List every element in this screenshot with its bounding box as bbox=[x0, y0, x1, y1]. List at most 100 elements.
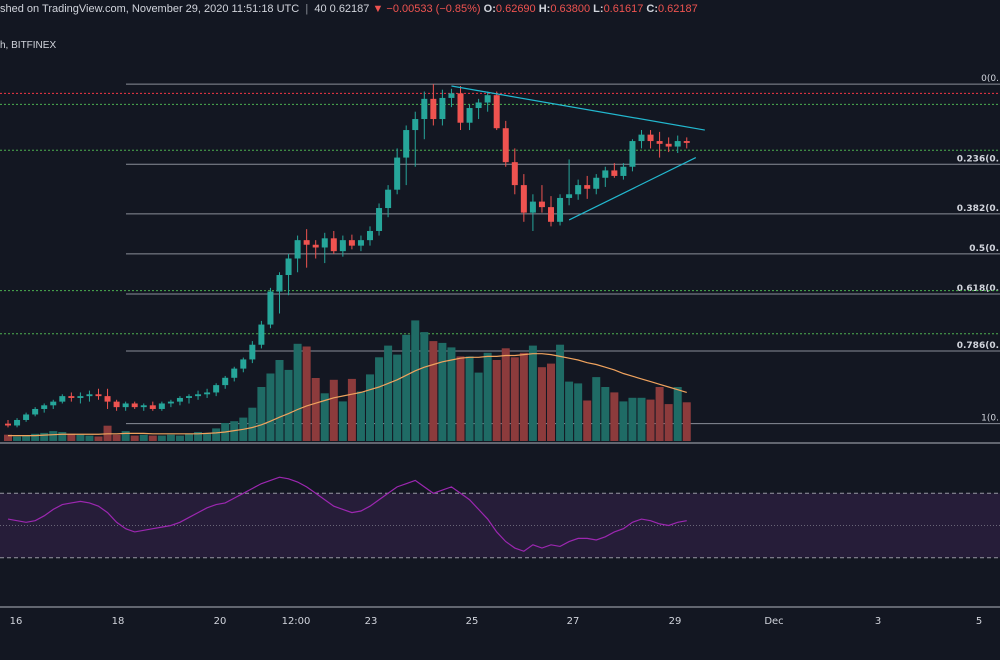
volume-bar bbox=[212, 428, 221, 441]
last-price: 0.62187 bbox=[329, 3, 370, 15]
volume-bar bbox=[528, 345, 537, 441]
volume-bar bbox=[664, 404, 673, 441]
candle bbox=[394, 157, 401, 190]
x-tick-label: 29 bbox=[669, 616, 682, 627]
candle bbox=[457, 93, 464, 123]
volume-bar bbox=[31, 433, 40, 441]
candle bbox=[186, 396, 192, 398]
volume-bar bbox=[302, 346, 311, 441]
candle bbox=[276, 275, 283, 292]
volume-bar bbox=[375, 357, 384, 441]
volume-bar bbox=[483, 352, 492, 441]
candle bbox=[511, 162, 518, 186]
candle bbox=[222, 377, 229, 386]
volume-bar bbox=[284, 369, 293, 441]
fib-label-0.618: 0.618(0. bbox=[957, 284, 999, 294]
volume-bar bbox=[628, 397, 637, 441]
candle bbox=[557, 197, 564, 222]
candle bbox=[140, 405, 147, 408]
candle bbox=[430, 98, 437, 120]
candle bbox=[638, 134, 645, 142]
candle bbox=[231, 368, 238, 378]
candle bbox=[167, 401, 174, 404]
candle bbox=[50, 401, 57, 406]
candle bbox=[14, 419, 21, 426]
volume-bar bbox=[356, 391, 365, 441]
candle bbox=[602, 170, 609, 178]
volume-bar bbox=[366, 374, 374, 441]
volume-bar bbox=[58, 432, 67, 441]
rsi-line bbox=[7, 476, 687, 552]
volume-bar bbox=[121, 431, 130, 441]
volume-bar bbox=[185, 433, 193, 441]
candle bbox=[86, 394, 93, 397]
candle bbox=[285, 258, 292, 276]
high-label: H: bbox=[538, 3, 551, 15]
candle bbox=[403, 130, 410, 158]
candle bbox=[412, 119, 419, 131]
candle bbox=[213, 385, 220, 393]
open-prefix: 40 bbox=[314, 3, 327, 15]
x-tick-label: 5 bbox=[976, 616, 982, 627]
candle bbox=[502, 128, 509, 163]
volume-bar bbox=[49, 431, 58, 441]
candle bbox=[584, 185, 591, 189]
x-tick-label: Dec bbox=[764, 616, 783, 627]
volume-bar bbox=[474, 372, 483, 441]
volume-bar bbox=[166, 434, 175, 441]
volume-bar bbox=[556, 344, 565, 441]
candle bbox=[122, 403, 129, 408]
chart-header: shed on TradingView.com, November 29, 20… bbox=[0, 3, 698, 15]
volume-bar bbox=[411, 320, 420, 441]
candle bbox=[367, 230, 373, 241]
candle bbox=[484, 95, 491, 103]
volume-bar bbox=[275, 360, 284, 441]
candle bbox=[357, 240, 364, 246]
low-label: L: bbox=[593, 3, 604, 15]
volume-bar bbox=[673, 387, 682, 441]
candle bbox=[620, 166, 627, 176]
candle bbox=[683, 141, 690, 143]
x-tick-label: 25 bbox=[466, 616, 479, 627]
close-label: C: bbox=[646, 3, 658, 15]
volume-bar bbox=[257, 387, 266, 441]
volume-bar bbox=[447, 347, 456, 441]
volume-bar bbox=[320, 393, 329, 441]
volume-bar bbox=[67, 433, 76, 441]
fib-label-0.5: 0.5(0. bbox=[969, 244, 999, 254]
candle bbox=[32, 408, 39, 415]
candle bbox=[656, 141, 663, 144]
fib-label-0.382: 0.382(0. bbox=[957, 204, 999, 214]
low-value: 0.61617 bbox=[603, 3, 644, 15]
volume-bar bbox=[76, 434, 85, 441]
candle bbox=[674, 141, 681, 147]
volume-bar bbox=[438, 342, 447, 441]
volume-bar bbox=[601, 387, 610, 441]
volume-bar bbox=[4, 434, 12, 441]
candle bbox=[312, 244, 319, 248]
volume-bar bbox=[384, 345, 393, 441]
volume-bar bbox=[510, 357, 519, 441]
volume-bar bbox=[139, 434, 148, 441]
candle bbox=[647, 134, 654, 142]
volume-bar bbox=[537, 367, 546, 441]
volume-bar bbox=[637, 397, 646, 441]
candle bbox=[258, 324, 265, 345]
candle bbox=[548, 207, 554, 222]
candle bbox=[330, 238, 337, 252]
candle bbox=[95, 394, 102, 397]
candle bbox=[68, 396, 75, 398]
volume-bar bbox=[565, 381, 574, 441]
candle bbox=[158, 403, 165, 409]
x-tick-label: 23 bbox=[365, 616, 378, 627]
volume-bar bbox=[40, 432, 49, 441]
candle bbox=[493, 95, 500, 129]
lower-trendline bbox=[568, 157, 697, 221]
volume-bar bbox=[112, 434, 121, 441]
candle bbox=[529, 201, 536, 213]
fib-label-1: 1(0. bbox=[981, 414, 999, 424]
x-tick-label: 18 bbox=[112, 616, 125, 627]
candle bbox=[538, 201, 545, 208]
candle bbox=[23, 414, 30, 420]
